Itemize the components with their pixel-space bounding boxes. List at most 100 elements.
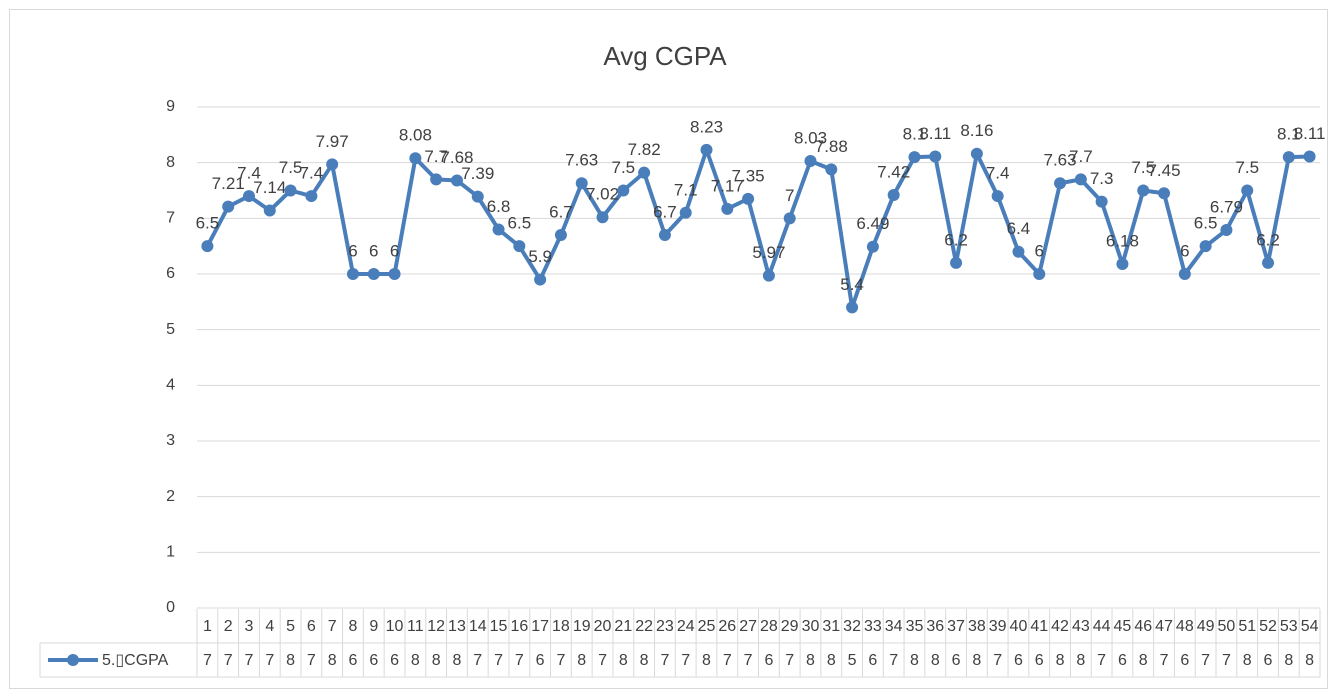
y-tick-label: 3 bbox=[166, 432, 175, 449]
data-label: 7.4 bbox=[237, 164, 261, 183]
table-value: 8 bbox=[619, 652, 628, 669]
table-value: 7 bbox=[1222, 652, 1231, 669]
table-value: 8 bbox=[1284, 652, 1293, 669]
x-tick-label: 49 bbox=[1197, 618, 1215, 635]
table-value: 6 bbox=[349, 652, 358, 669]
marker bbox=[804, 154, 817, 167]
x-tick-label: 25 bbox=[698, 618, 716, 635]
data-label: 7.02 bbox=[586, 185, 619, 204]
table-value: 7 bbox=[494, 652, 503, 669]
x-tick-label: 10 bbox=[386, 618, 404, 635]
data-label: 8.03 bbox=[794, 128, 827, 147]
marker bbox=[430, 173, 443, 186]
x-tick-label: 30 bbox=[802, 618, 820, 635]
y-tick-label: 0 bbox=[166, 599, 175, 616]
data-label: 7.35 bbox=[732, 166, 765, 185]
marker bbox=[367, 268, 380, 280]
data-label: 6.79 bbox=[1210, 198, 1243, 217]
table-value: 7 bbox=[889, 652, 898, 669]
data-label: 5.4 bbox=[840, 275, 864, 294]
x-tick-label: 52 bbox=[1259, 618, 1277, 635]
x-tick-label: 11 bbox=[407, 618, 424, 635]
marker bbox=[554, 229, 567, 242]
marker bbox=[1054, 177, 1067, 190]
y-tick-label: 1 bbox=[166, 544, 175, 561]
table-value: 8 bbox=[286, 652, 295, 669]
table-value: 6 bbox=[952, 652, 961, 669]
x-tick-label: 12 bbox=[427, 618, 445, 635]
table-value: 6 bbox=[868, 652, 877, 669]
x-tick-label: 39 bbox=[989, 618, 1007, 635]
marker bbox=[825, 163, 838, 176]
table-value: 7 bbox=[515, 652, 524, 669]
y-tick-label: 6 bbox=[166, 265, 175, 282]
data-label: 7.3 bbox=[1090, 169, 1114, 188]
x-tick-label: 21 bbox=[614, 618, 632, 635]
marker bbox=[970, 147, 983, 160]
x-tick-label: 33 bbox=[864, 618, 882, 635]
table-value: 7 bbox=[307, 652, 316, 669]
x-tick-label: 54 bbox=[1301, 618, 1319, 635]
x-tick-label: 26 bbox=[718, 618, 736, 635]
x-tick-label: 8 bbox=[349, 618, 358, 635]
x-tick-label: 53 bbox=[1280, 618, 1298, 635]
x-tick-label: 46 bbox=[1134, 618, 1152, 635]
x-tick-label: 9 bbox=[369, 618, 378, 635]
marker bbox=[1012, 245, 1025, 258]
marker bbox=[388, 268, 401, 280]
y-tick-label: 7 bbox=[166, 210, 175, 227]
data-label: 8.08 bbox=[399, 126, 432, 145]
marker bbox=[284, 184, 297, 197]
data-label: 6.18 bbox=[1106, 231, 1139, 250]
data-label: 7.4 bbox=[300, 164, 324, 183]
x-tick-label: 34 bbox=[885, 618, 903, 635]
marker bbox=[617, 184, 630, 197]
table-value: 8 bbox=[1243, 652, 1252, 669]
legend-marker bbox=[67, 654, 79, 666]
x-tick-label: 48 bbox=[1176, 618, 1194, 635]
x-tick-label: 43 bbox=[1072, 618, 1090, 635]
marker bbox=[409, 152, 422, 165]
data-label: 6.7 bbox=[653, 203, 677, 222]
x-tick-label: 7 bbox=[328, 618, 337, 635]
marker bbox=[305, 190, 318, 203]
data-label: 7.5 bbox=[279, 158, 303, 177]
table-value: 7 bbox=[265, 652, 274, 669]
table-value: 8 bbox=[453, 652, 462, 669]
marker bbox=[846, 301, 859, 314]
marker bbox=[929, 150, 942, 163]
marker bbox=[471, 190, 484, 203]
table-value: 6 bbox=[1118, 652, 1127, 669]
table-value: 7 bbox=[993, 652, 1002, 669]
x-tick-label: 40 bbox=[1010, 618, 1028, 635]
table-value: 6 bbox=[1180, 652, 1189, 669]
table-value: 8 bbox=[806, 652, 815, 669]
data-label: 6 bbox=[369, 241, 378, 260]
x-tick-label: 32 bbox=[843, 618, 861, 635]
table-value: 8 bbox=[640, 652, 649, 669]
marker bbox=[866, 240, 879, 253]
x-tick-label: 16 bbox=[510, 618, 528, 635]
marker bbox=[450, 174, 463, 187]
table-value: 7 bbox=[660, 652, 669, 669]
table-value: 8 bbox=[1305, 652, 1314, 669]
marker bbox=[1303, 150, 1316, 163]
x-tick-label: 31 bbox=[822, 618, 840, 635]
x-tick-label: 3 bbox=[245, 618, 254, 635]
x-tick-label: 23 bbox=[656, 618, 674, 635]
data-label: 7.1 bbox=[674, 180, 698, 199]
marker bbox=[222, 200, 235, 213]
table-value: 8 bbox=[432, 652, 441, 669]
marker bbox=[742, 192, 755, 205]
y-tick-label: 4 bbox=[166, 377, 175, 394]
marker bbox=[991, 190, 1004, 203]
data-label: 7.14 bbox=[253, 178, 286, 197]
data-label: 7.5 bbox=[1235, 158, 1259, 177]
marker bbox=[201, 240, 214, 253]
x-tick-label: 20 bbox=[594, 618, 612, 635]
marker bbox=[1074, 173, 1087, 186]
data-label: 7.7 bbox=[424, 147, 448, 166]
marker bbox=[1178, 268, 1191, 280]
table-value: 6 bbox=[1014, 652, 1023, 669]
x-tick-label: 45 bbox=[1114, 618, 1132, 635]
